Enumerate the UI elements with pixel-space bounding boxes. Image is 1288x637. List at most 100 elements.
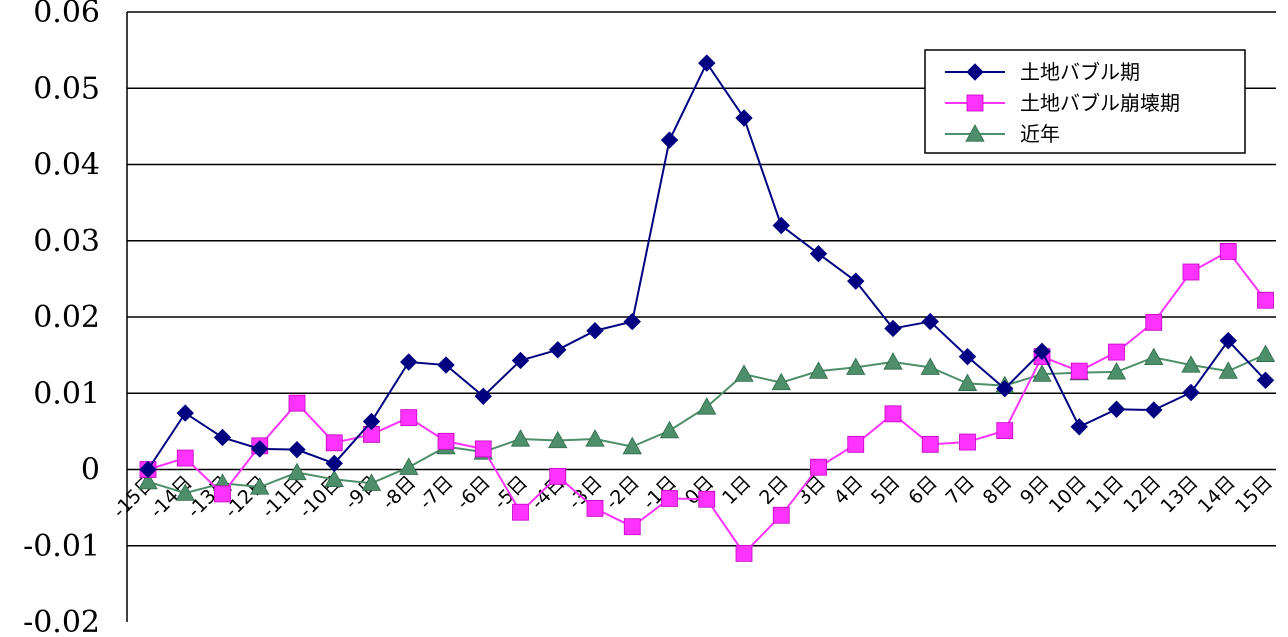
triangle-marker [697, 397, 717, 415]
diamond-marker [474, 387, 492, 406]
diamond-marker [698, 54, 716, 72]
y-tick-label: 0.03 [33, 224, 100, 259]
y-tick-label: 0 [81, 453, 100, 488]
triangle-marker [1144, 347, 1164, 366]
square-marker [325, 434, 343, 452]
square-marker [698, 490, 716, 508]
triangle-marker [287, 462, 307, 481]
square-marker [288, 394, 306, 412]
square-marker [586, 499, 604, 517]
series-group [139, 243, 1274, 562]
diamond-marker [966, 63, 984, 81]
y-tick-labels: 0.06 0.05 0.04 0.03 0.02 0.01 0 -0.01 -0.02 [23, 0, 100, 637]
triangle-marker [846, 357, 866, 375]
diamond-marker [586, 322, 604, 340]
diamond-marker [1256, 371, 1275, 389]
square-marker [214, 485, 231, 503]
triangle-marker [1032, 364, 1052, 382]
x-tick-label: -7日 [415, 471, 457, 513]
diamond-marker [1070, 418, 1088, 436]
triangle-marker [920, 357, 940, 375]
x-tick-label: 15日 [1231, 471, 1277, 517]
square-marker [1145, 313, 1163, 331]
triangle-marker [175, 483, 195, 501]
diamond-marker [1182, 383, 1200, 402]
legend-entry: 近年 [945, 122, 1060, 146]
diamond-marker [958, 347, 977, 366]
triangle-marker [957, 373, 978, 391]
series [138, 54, 1276, 562]
square-marker [1257, 291, 1274, 309]
y-tick-label: 0.02 [33, 300, 100, 335]
square-marker [996, 422, 1014, 440]
triangle-marker [808, 361, 829, 379]
diamond-marker [1107, 400, 1126, 418]
diamond-marker [996, 379, 1014, 398]
diamond-marker [288, 440, 306, 459]
legend-label: 土地バブル崩壊期 [1020, 91, 1180, 115]
x-tick-label: 5日 [867, 471, 905, 509]
x-tick-label: 8日 [979, 471, 1017, 509]
triangle-marker [138, 471, 158, 490]
triangle-marker [1218, 361, 1238, 379]
diamond-marker [772, 216, 790, 235]
square-marker [959, 433, 976, 451]
x-tick-labels: -15日-14日-13日-12日-11日-10日-9日-8日-7日-6日-5日-… [109, 471, 1277, 522]
square-marker [810, 458, 827, 476]
legend-label: 土地バブル期 [1020, 60, 1140, 84]
square-marker [884, 405, 902, 423]
y-tick-label: -0.01 [23, 529, 100, 564]
triangle-marker [510, 429, 531, 447]
diamond-marker [1219, 331, 1237, 350]
legend-entry: 土地バブル期 [945, 60, 1140, 84]
triangle-marker [1255, 344, 1276, 362]
triangle-marker [399, 457, 419, 475]
triangle-marker [548, 430, 568, 449]
diamond-marker [437, 356, 455, 374]
square-marker [623, 518, 641, 536]
diamond-marker [847, 272, 865, 290]
diamond-marker [362, 412, 381, 431]
diamond-marker [660, 131, 679, 149]
x-tick-label: 4日 [830, 471, 868, 509]
triangle-marker [361, 473, 382, 491]
x-tick-label: 11日 [1082, 471, 1128, 517]
square-marker [966, 94, 984, 112]
square-marker [1219, 243, 1237, 260]
y-tick-label: 0.01 [33, 376, 100, 411]
square-marker [1070, 362, 1088, 380]
triangle-marker [585, 429, 605, 447]
diamond-marker [1145, 401, 1163, 419]
x-tick-label: -6日 [452, 471, 494, 513]
legend-label: 近年 [1020, 122, 1060, 146]
x-tick-label: 13日 [1156, 471, 1202, 517]
diamond-marker [809, 245, 828, 263]
diamond-marker [213, 428, 232, 447]
triangle-marker [771, 372, 791, 391]
square-marker [735, 544, 753, 562]
triangle-marker [1106, 362, 1127, 380]
square-marker [437, 432, 455, 450]
square-marker [772, 506, 790, 524]
diamond-marker [549, 341, 567, 359]
diamond-marker [1033, 342, 1051, 361]
square-marker [512, 503, 529, 521]
diamond-marker [251, 440, 269, 458]
x-tick-label: 6日 [904, 471, 942, 509]
square-marker [474, 440, 492, 458]
triangle-marker [965, 124, 985, 142]
legend-entry: 土地バブル崩壊期 [945, 91, 1180, 115]
diamond-marker [325, 454, 343, 473]
x-tick-label: 2日 [755, 471, 793, 509]
y-tick-label: 0.04 [33, 148, 100, 183]
square-marker [176, 449, 194, 467]
y-tick-label: -0.02 [23, 605, 100, 637]
square-marker [1182, 263, 1200, 281]
square-marker [847, 435, 865, 453]
diamond-marker [884, 319, 902, 338]
y-tick-label: 0.06 [33, 0, 100, 30]
gridlines [127, 11, 1276, 547]
diamond-marker [139, 460, 157, 479]
